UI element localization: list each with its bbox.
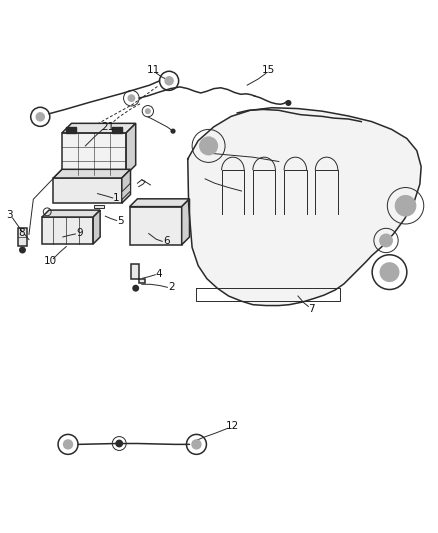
Polygon shape	[62, 133, 126, 174]
Text: 9: 9	[76, 228, 83, 238]
Circle shape	[115, 440, 123, 447]
Circle shape	[379, 262, 399, 282]
Circle shape	[127, 94, 135, 102]
Polygon shape	[62, 123, 136, 133]
Text: 21: 21	[102, 122, 115, 132]
Text: 6: 6	[163, 236, 170, 246]
Circle shape	[170, 128, 176, 134]
Text: 5: 5	[118, 216, 124, 227]
Polygon shape	[130, 199, 190, 207]
Text: 12: 12	[226, 421, 240, 431]
Bar	[66, 127, 76, 133]
Text: 7: 7	[307, 304, 314, 314]
Circle shape	[199, 136, 218, 156]
Circle shape	[191, 439, 201, 449]
Circle shape	[19, 247, 26, 254]
Text: 3: 3	[6, 211, 12, 220]
Circle shape	[286, 100, 291, 106]
Polygon shape	[122, 183, 131, 200]
Polygon shape	[122, 169, 131, 203]
Polygon shape	[188, 108, 421, 305]
Text: 10: 10	[44, 256, 57, 266]
Bar	[112, 127, 122, 133]
Polygon shape	[182, 199, 190, 245]
Polygon shape	[131, 264, 145, 283]
Polygon shape	[130, 207, 182, 245]
Text: 11: 11	[146, 66, 160, 75]
Polygon shape	[95, 205, 105, 208]
Circle shape	[379, 233, 393, 247]
Circle shape	[145, 108, 151, 114]
Polygon shape	[42, 210, 100, 217]
Circle shape	[63, 439, 73, 449]
Polygon shape	[93, 210, 100, 244]
Polygon shape	[18, 228, 27, 246]
Polygon shape	[126, 123, 136, 174]
Text: 8: 8	[18, 228, 25, 238]
Circle shape	[35, 112, 45, 122]
Text: 4: 4	[156, 269, 162, 279]
Circle shape	[395, 195, 417, 216]
Circle shape	[164, 76, 174, 86]
Polygon shape	[53, 169, 131, 178]
Text: 1: 1	[113, 193, 120, 204]
Text: 2: 2	[168, 282, 175, 292]
Polygon shape	[53, 178, 122, 203]
Polygon shape	[42, 217, 93, 244]
Circle shape	[132, 285, 139, 292]
Text: 15: 15	[262, 66, 276, 75]
